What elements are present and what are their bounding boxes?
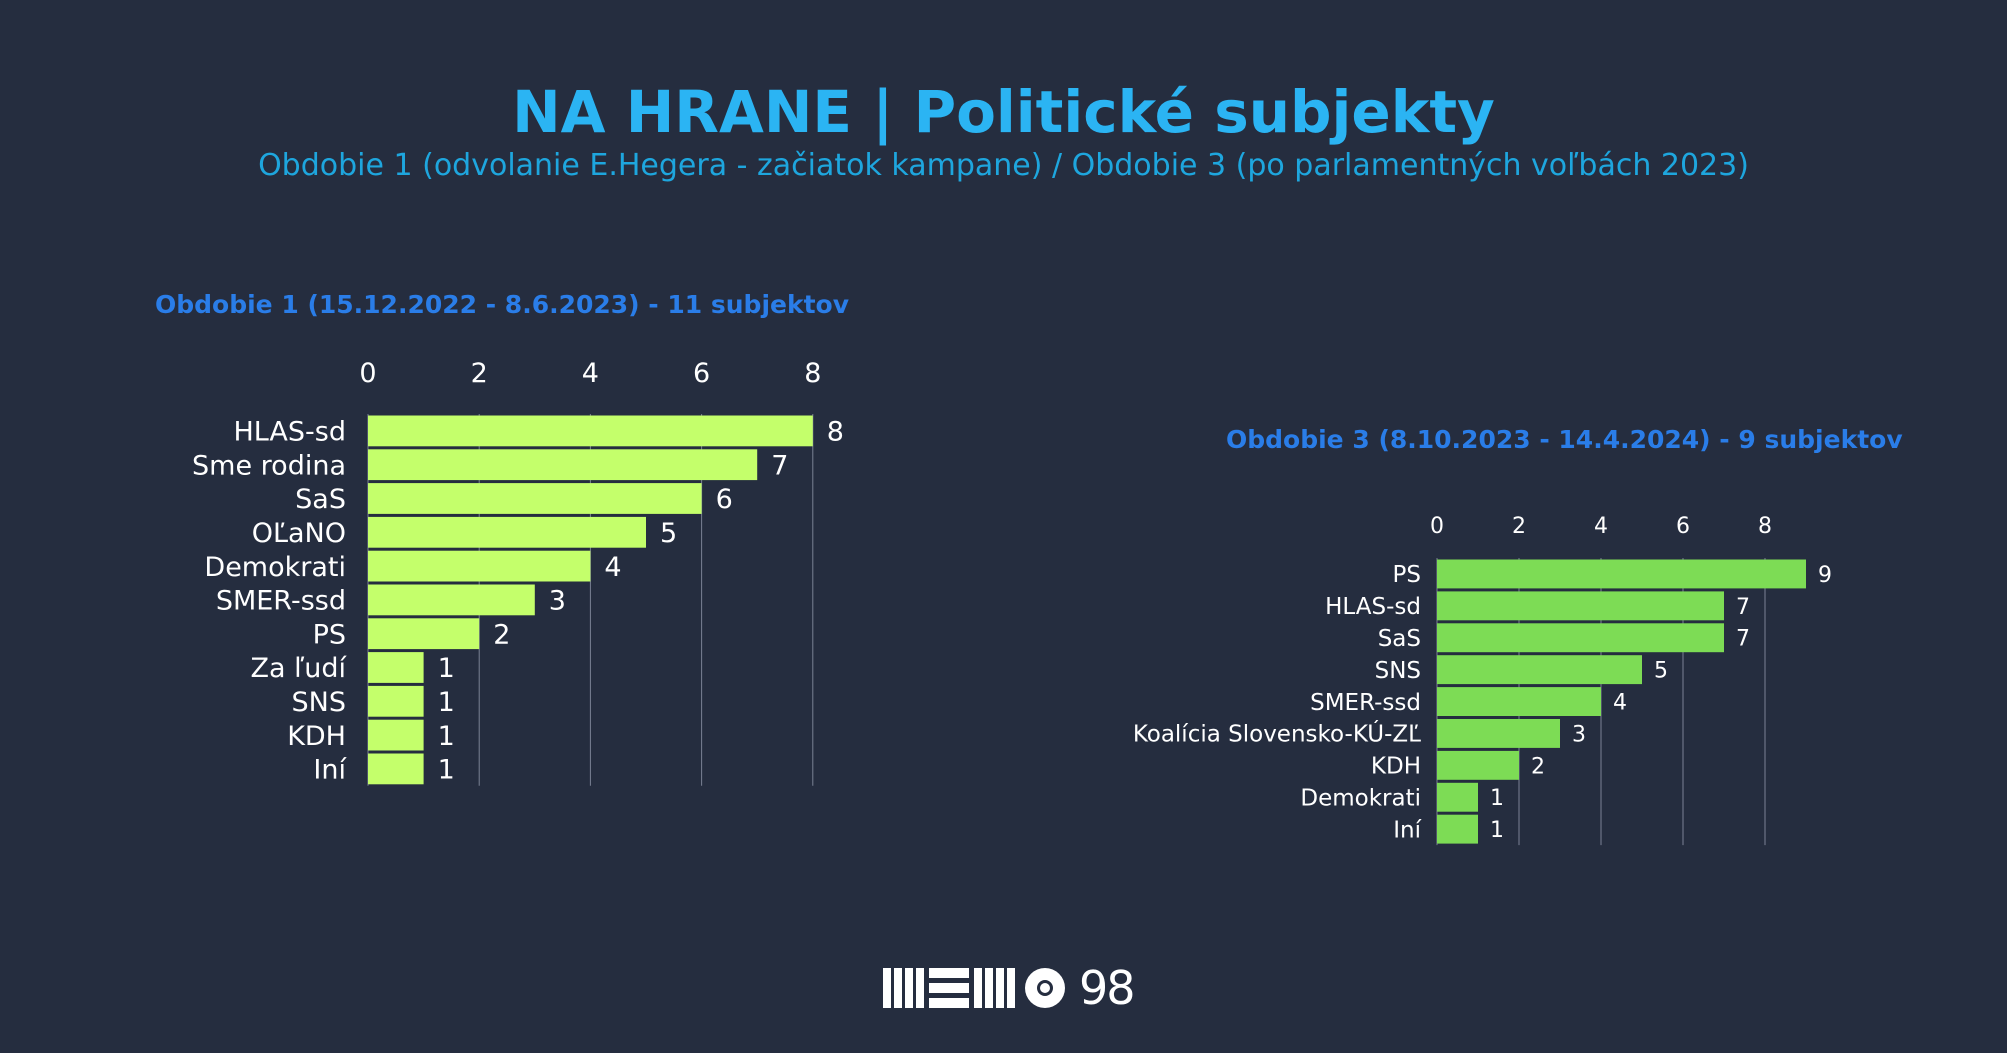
chart-2-title: Obdobie 3 (8.10.2023 - 14.4.2024) - 9 su… — [1226, 425, 1903, 454]
bar — [1437, 750, 1519, 780]
data-label: 2 — [1531, 754, 1545, 779]
bar — [368, 483, 702, 514]
page-subtitle: Obdobie 1 (odvolanie E.Hegera - začiatok… — [258, 148, 1749, 183]
data-label: 1 — [1490, 818, 1504, 843]
category-label: SMER-ssd — [1310, 690, 1421, 716]
category-label: SNS — [292, 687, 346, 718]
bar — [1437, 623, 1724, 653]
data-label: 4 — [604, 552, 621, 583]
data-label: 5 — [660, 518, 677, 549]
x-tick-label: 8 — [804, 358, 821, 389]
chart-1-title: Obdobie 1 (15.12.2022 - 8.6.2023) - 11 s… — [155, 290, 850, 319]
x-tick-label: 0 — [1430, 514, 1444, 539]
category-label: KDH — [1371, 754, 1421, 780]
page-title: NA HRANE | Politické subjekty — [512, 78, 1495, 146]
bar — [368, 753, 424, 785]
category-label: Koalícia Slovensko-KÚ-ZĽ — [1133, 720, 1421, 748]
category-label: HLAS-sd — [233, 417, 346, 448]
data-label: 9 — [1818, 563, 1832, 588]
category-label: PS — [313, 619, 346, 650]
x-tick-label: 4 — [582, 358, 599, 389]
data-label: 1 — [438, 755, 455, 786]
x-tick-label: 4 — [1594, 514, 1608, 539]
data-label: 5 — [1654, 659, 1668, 684]
data-label: 4 — [1613, 690, 1627, 715]
bar — [368, 516, 646, 548]
x-tick-label: 2 — [471, 358, 488, 389]
memo98-logo-text: 98 — [1079, 961, 1136, 1015]
x-tick-label: 6 — [1676, 514, 1690, 539]
data-label: 6 — [716, 484, 733, 515]
bar — [1437, 591, 1724, 621]
data-label: 1 — [1490, 786, 1504, 811]
data-label: 7 — [771, 450, 788, 481]
data-label: 1 — [438, 687, 455, 718]
bar — [368, 550, 591, 582]
category-label: Za ľudí — [250, 653, 347, 684]
category-label: SMER-ssd — [216, 586, 346, 617]
bar — [1437, 655, 1642, 685]
category-label: SNS — [1375, 658, 1421, 684]
category-label: PS — [1393, 562, 1421, 588]
category-label: Demokrati — [1300, 786, 1421, 812]
bar — [368, 449, 758, 481]
data-label: 3 — [1572, 722, 1586, 747]
category-label: SaS — [1378, 626, 1421, 652]
category-label: Iní — [1393, 817, 1421, 843]
category-label: KDH — [287, 721, 346, 752]
data-label: 1 — [438, 653, 455, 684]
bar — [368, 584, 535, 616]
data-label: 8 — [827, 417, 844, 448]
data-label: 2 — [493, 619, 510, 650]
bar — [1437, 559, 1806, 589]
x-tick-label: 2 — [1512, 514, 1526, 539]
bar — [368, 719, 424, 751]
category-label: SaS — [295, 484, 346, 515]
bar — [368, 415, 813, 447]
x-tick-label: 0 — [359, 358, 376, 389]
bar — [1437, 782, 1478, 812]
data-label: 7 — [1736, 627, 1750, 652]
category-label: Sme rodina — [192, 450, 346, 481]
bar — [1437, 687, 1601, 716]
bar — [1437, 719, 1560, 748]
x-tick-label: 8 — [1758, 514, 1772, 539]
bar — [368, 618, 480, 650]
bar — [1437, 814, 1478, 844]
category-label: OĽaNO — [252, 518, 346, 549]
data-label: 7 — [1736, 595, 1750, 620]
category-label: Demokrati — [204, 552, 346, 583]
x-tick-label: 6 — [693, 358, 710, 389]
bar — [368, 652, 424, 683]
memo98-logo-icon — [883, 966, 1073, 1010]
bar — [368, 685, 424, 717]
data-label: 1 — [438, 721, 455, 752]
category-label: Iní — [313, 755, 347, 786]
category-label: HLAS-sd — [1325, 594, 1421, 620]
memo98-logo: 98 — [883, 961, 1136, 1015]
data-label: 3 — [549, 586, 566, 617]
